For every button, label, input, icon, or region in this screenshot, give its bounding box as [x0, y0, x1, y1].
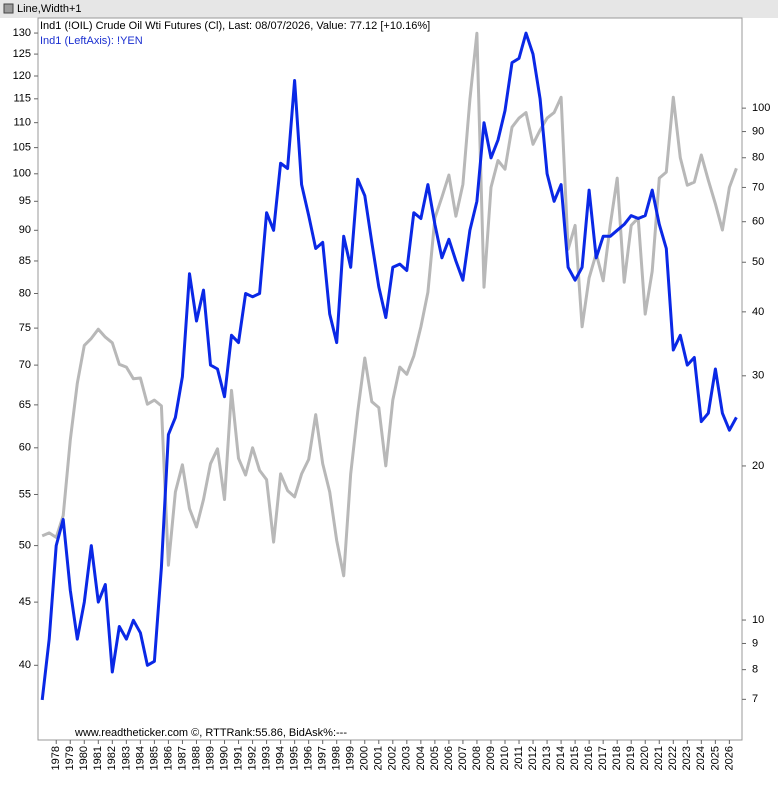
- y2-tick-label: 7: [752, 693, 758, 705]
- x-tick-label: 1985: [148, 746, 160, 770]
- chart-title: Line,Width+1: [17, 3, 82, 15]
- y2-tick-label: 30: [752, 370, 764, 382]
- x-tick-label: 1989: [204, 746, 216, 770]
- y-tick-label: 105: [13, 142, 31, 154]
- y-tick-label: 60: [19, 442, 31, 454]
- y2-tick-label: 70: [752, 181, 764, 193]
- x-tick-label: 2011: [513, 746, 525, 770]
- y-tick-label: 55: [19, 488, 31, 500]
- x-tick-label: 1986: [162, 746, 174, 770]
- annotation: www.readtheticker.com ©, RTTRank:55.86, …: [74, 727, 347, 739]
- x-tick-label: 2012: [527, 746, 539, 770]
- x-tick-label: 2015: [569, 746, 581, 770]
- x-tick-label: 2020: [639, 746, 651, 770]
- y2-tick-label: 20: [752, 460, 764, 472]
- x-tick-label: 1996: [303, 746, 315, 770]
- x-tick-label: 2018: [611, 746, 623, 770]
- x-tick-label: 2025: [709, 746, 721, 770]
- legend-entry: Ind1 (!OIL) Crude Oil Wti Futures (Cl), …: [40, 20, 430, 32]
- x-tick-label: 2023: [681, 746, 693, 770]
- x-tick-label: 2014: [555, 746, 567, 770]
- x-tick-label: 1991: [232, 746, 244, 770]
- x-tick-label: 2003: [401, 746, 413, 770]
- x-tick-label: 1995: [289, 746, 301, 770]
- x-tick-label: 1990: [218, 746, 230, 770]
- y-tick-label: 50: [19, 540, 31, 552]
- y2-tick-label: 90: [752, 125, 764, 137]
- x-tick-label: 1984: [134, 746, 146, 770]
- title-icon: [3, 3, 14, 14]
- x-tick-label: 2008: [471, 746, 483, 770]
- title-bar: [0, 0, 778, 18]
- x-tick-label: 2013: [541, 746, 553, 770]
- y2-tick-label: 9: [752, 637, 758, 649]
- x-tick-label: 2000: [359, 746, 371, 770]
- plot-frame: [37, 17, 743, 741]
- x-tick-label: 1978: [50, 746, 62, 770]
- x-tick-label: 2001: [373, 746, 385, 770]
- x-tick-label: 2026: [723, 746, 735, 770]
- x-tick-label: 1981: [92, 746, 104, 770]
- x-tick-label: 2024: [695, 746, 707, 770]
- x-tick-label: 1994: [275, 746, 287, 770]
- x-tick-label: 1988: [190, 746, 202, 770]
- y-tick-label: 90: [19, 224, 31, 236]
- y-tick-label: 45: [19, 596, 31, 608]
- x-tick-label: 2022: [667, 746, 679, 770]
- y-tick-label: 75: [19, 322, 31, 334]
- x-tick-label: 2016: [583, 746, 595, 770]
- y2-tick-label: 10: [752, 614, 764, 626]
- y-tick-label: 95: [19, 195, 31, 207]
- y2-tick-label: 100: [752, 102, 770, 114]
- x-tick-label: 1979: [64, 746, 76, 770]
- y2-tick-label: 60: [752, 216, 764, 228]
- x-tick-label: 2002: [387, 746, 399, 770]
- x-tick-label: 1980: [78, 746, 90, 770]
- y-tick-label: 120: [13, 70, 31, 82]
- x-tick-label: 1987: [176, 746, 188, 770]
- x-tick-label: 2005: [429, 746, 441, 770]
- y-tick-label: 80: [19, 287, 31, 299]
- x-tick-label: 2021: [653, 746, 665, 770]
- y-tick-label: 100: [13, 168, 31, 180]
- y-tick-label: 110: [13, 117, 31, 129]
- x-tick-label: 2019: [625, 746, 637, 770]
- y-tick-label: 125: [13, 48, 31, 60]
- x-tick-label: 1998: [331, 746, 343, 770]
- y-tick-label: 85: [19, 255, 31, 267]
- legend-entry: Ind1 (LeftAxis): !YEN: [40, 35, 143, 47]
- series-line: [41, 31, 738, 578]
- y2-tick-label: 80: [752, 152, 764, 164]
- y-tick-label: 70: [19, 359, 31, 371]
- y-tick-label: 65: [19, 399, 31, 411]
- series-line: [40, 31, 738, 701]
- y2-tick-label: 8: [752, 664, 758, 676]
- y-tick-label: 130: [13, 27, 31, 39]
- x-tick-label: 1993: [260, 746, 272, 770]
- x-tick-label: 1982: [106, 746, 118, 770]
- x-tick-label: 2010: [499, 746, 511, 770]
- x-tick-label: 2007: [457, 746, 469, 770]
- y2-tick-label: 40: [752, 306, 764, 318]
- x-tick-label: 1983: [120, 746, 132, 770]
- x-tick-label: 2004: [415, 746, 427, 770]
- x-tick-label: 1992: [246, 746, 258, 770]
- x-tick-label: 2009: [485, 746, 497, 770]
- x-tick-label: 1999: [345, 746, 357, 770]
- x-tick-label: 2017: [597, 746, 609, 770]
- x-tick-label: 1997: [317, 746, 329, 770]
- y-tick-label: 40: [19, 659, 31, 671]
- y2-tick-label: 50: [752, 256, 764, 268]
- x-tick-label: 2006: [443, 746, 455, 770]
- y-tick-label: 115: [13, 93, 31, 105]
